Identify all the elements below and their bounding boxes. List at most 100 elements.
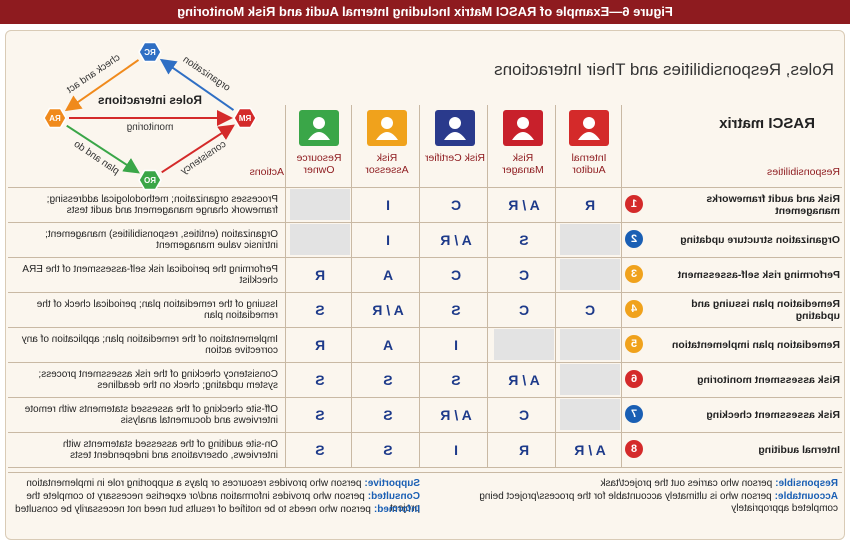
role-header: Risk Certifier	[424, 152, 486, 164]
rasci-cell: R	[314, 266, 326, 283]
node-label: RM	[238, 114, 251, 123]
person-icon	[444, 117, 466, 140]
action: On-site auditing of the assessed stateme…	[62, 438, 278, 461]
legend-term: Supportive:	[364, 478, 420, 489]
role-icon	[503, 110, 543, 146]
col-line	[555, 105, 556, 467]
rasci-cell: S	[315, 441, 325, 458]
role-icon	[435, 110, 475, 146]
person-icon	[512, 117, 534, 140]
col-line	[487, 105, 488, 467]
role-header: Risk Manager	[502, 152, 544, 176]
col-line	[621, 105, 622, 467]
header-responsibilities: Responsibilities	[767, 166, 840, 178]
legend-term: Responsible:	[775, 478, 838, 489]
rasci-cell: C	[450, 266, 462, 283]
node-label: RA	[49, 114, 61, 123]
rasci-cell: S	[315, 371, 325, 388]
rasci-cell: A / R	[508, 196, 540, 213]
rasci-cell: I	[454, 336, 458, 353]
responsibility: Risk assessment checking	[706, 408, 840, 421]
rasci-cell: A / R	[508, 371, 540, 388]
matrix-title: RASCI matrix	[719, 115, 815, 132]
empty-cell	[560, 329, 620, 360]
rasci-cell: A / R	[372, 301, 404, 318]
col-line	[419, 105, 420, 467]
action: Implementation of the remediation plan; …	[21, 333, 278, 356]
rasci-cell: C	[450, 196, 462, 213]
rasci-cell: R	[314, 336, 326, 353]
rasci-cell: C	[518, 266, 530, 283]
rasci-cell: I	[386, 196, 390, 213]
rasci-cell: I	[386, 231, 390, 248]
responsibility: Risk assessment monitoring	[697, 373, 840, 386]
legend-item: Responsible:person who carries out the p…	[458, 478, 838, 490]
legend-term: Accountable:	[774, 491, 838, 502]
responsibility: Remediation plan issuing and updating	[691, 297, 840, 322]
arrow	[66, 124, 140, 174]
empty-cell	[290, 189, 350, 220]
col-line	[351, 105, 352, 467]
row-number: 2	[625, 230, 643, 248]
legend-item: Accountable:person who is ultimately acc…	[458, 491, 838, 515]
node-label: RO	[144, 176, 156, 185]
rasci-cell: S	[383, 406, 393, 423]
rasci-cell: S	[519, 231, 529, 248]
role-node	[233, 107, 257, 129]
action: Organization (entities, responsibilities…	[45, 228, 278, 251]
row-number: 7	[625, 405, 643, 423]
rasci-cell: A / R	[440, 406, 472, 423]
rasci-cell: C	[518, 301, 530, 318]
diagram-title: Roles interactions	[98, 93, 202, 107]
responsibility: Organization structure updating	[680, 233, 840, 246]
rasci-cell: A	[382, 266, 394, 283]
rasci-cell: I	[454, 441, 458, 458]
rasci-cell: R	[518, 441, 530, 458]
rasci-cell: R	[584, 196, 596, 213]
legend-definition: person who provides resources or plays a…	[26, 478, 362, 489]
legend-line	[8, 472, 842, 473]
rasci-cell: A / R	[574, 441, 606, 458]
col-line	[285, 105, 286, 467]
role-icon	[299, 110, 339, 146]
rasci-cell: S	[383, 371, 393, 388]
role-node	[138, 41, 162, 63]
rasci-cell: S	[315, 301, 325, 318]
rasci-cell: S	[451, 371, 461, 388]
arrow	[64, 59, 140, 112]
row-number: 8	[625, 440, 643, 458]
row-number: 3	[625, 265, 643, 283]
banner: Figure 6—Example of RASCI Matrix Includi…	[0, 0, 850, 24]
rasci-cell: S	[451, 301, 461, 318]
legend-term: Consulted:	[367, 491, 420, 502]
arrow	[159, 58, 235, 111]
empty-cell	[560, 259, 620, 290]
rasci-cell: A	[382, 336, 394, 353]
rasci-cell: S	[383, 441, 393, 458]
empty-cell	[560, 364, 620, 395]
role-icon	[367, 110, 407, 146]
rasci-cell: C	[584, 301, 596, 318]
row-number: 4	[625, 300, 643, 318]
person-icon	[308, 117, 330, 140]
rasci-cell: A / R	[440, 231, 472, 248]
legend-item: Informed:person who needs to be notified…	[10, 504, 420, 516]
legend-term: Informed:	[373, 504, 420, 515]
person-icon	[376, 117, 398, 140]
role-header: Internal Auditor	[571, 152, 607, 176]
row-line	[8, 467, 842, 468]
row-number: 5	[625, 335, 643, 353]
legend-definition: person who carries out the project/task	[600, 478, 773, 489]
subtitle: Roles, Responsibilities and Their Intera…	[494, 60, 834, 79]
role-header: Risk Assessor	[365, 152, 409, 176]
legend-definition: person who needs to be notified of resul…	[15, 504, 371, 515]
empty-cell	[290, 224, 350, 255]
rasci-cell: C	[518, 406, 530, 423]
action: Issuing of the remediation plan; periodi…	[36, 298, 278, 321]
legend-item: Supportive:person who provides resources…	[10, 478, 420, 490]
edge-label: organization	[181, 54, 232, 94]
edge-label: monitoring	[127, 122, 174, 133]
role-node	[138, 169, 162, 191]
